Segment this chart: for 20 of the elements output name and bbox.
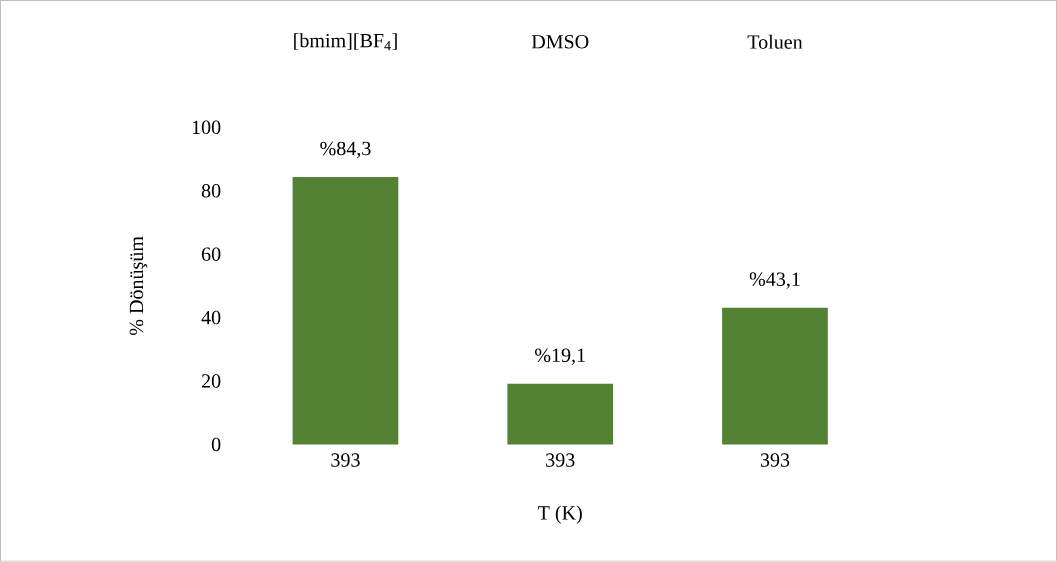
y-tick-label: 60 xyxy=(201,247,221,262)
bar xyxy=(507,384,614,445)
data-label: %43,1 xyxy=(749,272,800,289)
data-label: %84,3 xyxy=(320,141,371,159)
y-tick-label: 80 xyxy=(201,184,221,198)
y-tick-label: 20 xyxy=(201,374,221,388)
data-label: %19,1 xyxy=(535,348,585,366)
bar xyxy=(292,177,399,445)
x-tick-label: 393 xyxy=(760,453,790,467)
y-tick-label: 0 xyxy=(211,437,221,452)
y-tick-label: 100 xyxy=(192,120,221,135)
x-tick-label: 393 xyxy=(546,453,575,467)
text: [bmim][BF$_{4}$] xyxy=(294,33,397,51)
text: DMSO xyxy=(531,35,589,49)
x-axis-title: T (K) xyxy=(538,505,582,524)
text: Toluen xyxy=(747,34,803,49)
bar xyxy=(722,307,828,445)
y-axis-title: % Dönüşüm xyxy=(129,236,148,336)
y-tick-label: 40 xyxy=(201,310,221,325)
x-tick-label: 393 xyxy=(331,453,360,467)
